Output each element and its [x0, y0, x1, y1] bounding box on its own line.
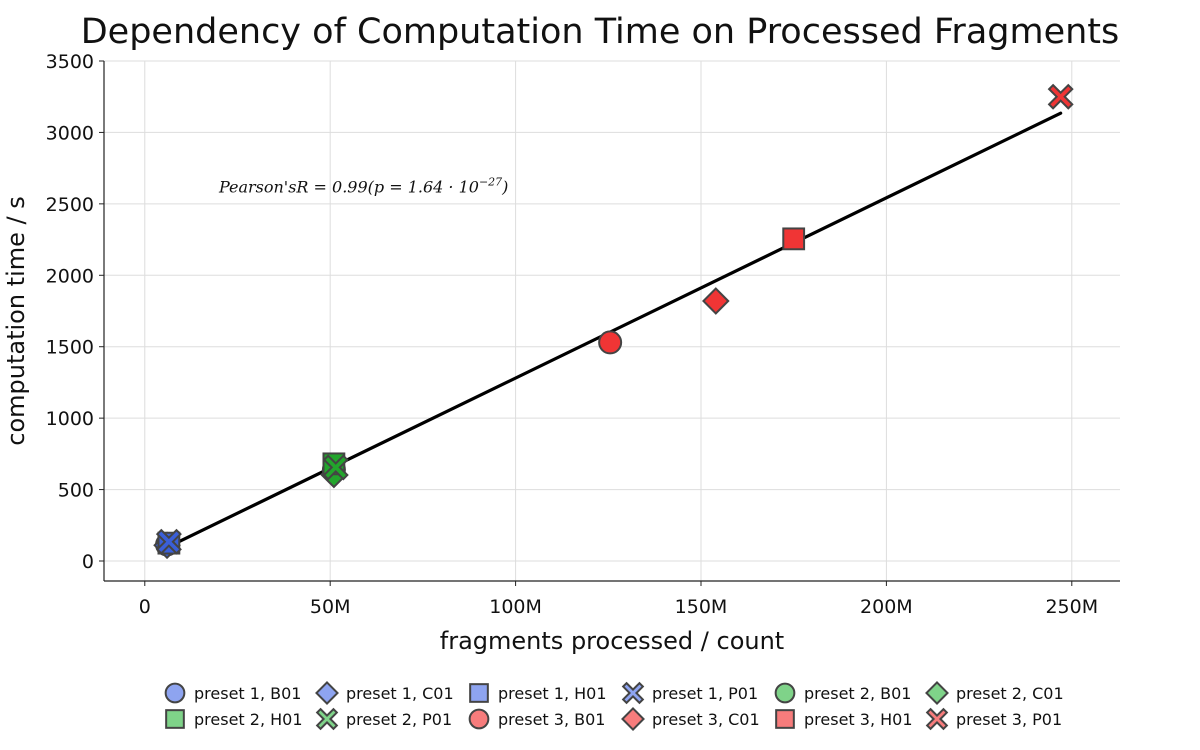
data-points: [153, 83, 1074, 560]
legend-item: preset 3, H01: [775, 709, 913, 729]
legend-label: preset 3, H01: [804, 710, 913, 729]
y-tick-label: 1500: [46, 337, 94, 359]
x-tick-label: 100M: [489, 596, 542, 618]
data-point-x: [1047, 83, 1074, 110]
legend-item: preset 2, B01: [774, 682, 911, 704]
y-tick-label: 500: [58, 480, 94, 502]
legend-item: preset 2, C01: [925, 681, 1064, 705]
data-point-x: [322, 454, 349, 481]
legend-marker-x: [925, 707, 949, 731]
annotation-suffix: ): [501, 177, 508, 196]
legend-marker-square: [165, 709, 185, 729]
y-tick-label: 0: [82, 551, 94, 573]
x-ticks: 0 50M 100M 150M 200M 250M: [139, 581, 1098, 618]
legend-label: preset 3, P01: [956, 710, 1062, 729]
y-ticks: 0 500 1000 1500 2000 2500 3000 3500: [46, 51, 104, 573]
fit-line-group: [165, 111, 1063, 550]
legend-marker-circle: [468, 708, 490, 730]
grid: [104, 60, 1120, 581]
regression-line: [165, 111, 1063, 550]
legend-marker-diamond: [925, 681, 949, 705]
legend-item: preset 3, C01: [621, 707, 760, 731]
legend-item: preset 1, C01: [315, 681, 454, 705]
legend-marker-diamond: [315, 681, 339, 705]
y-axis-label: computation time / s: [2, 196, 30, 446]
y-tick-label: 1000: [46, 408, 94, 430]
legend-item: preset 2, H01: [165, 709, 303, 729]
legend-label: preset 2, H01: [194, 710, 303, 729]
x-tick-label: 200M: [860, 596, 913, 618]
legend-marker-circle: [164, 682, 186, 704]
legend-label: preset 1, P01: [652, 684, 758, 703]
x-tick-label: 0: [139, 596, 151, 618]
x-tick-label: 250M: [1045, 596, 1098, 618]
data-point-x: [155, 528, 182, 555]
legend-label: preset 1, H01: [498, 684, 607, 703]
x-axis-label: fragments processed / count: [440, 627, 784, 655]
legend-item: preset 1, H01: [469, 683, 607, 703]
legend-marker-x: [315, 707, 339, 731]
x-tick-label: 50M: [310, 596, 351, 618]
legend-item: preset 2, P01: [315, 707, 452, 731]
legend-item: preset 1, B01: [164, 682, 301, 704]
legend-marker-x: [621, 681, 645, 705]
legend-label: preset 2, C01: [956, 684, 1064, 703]
chart-title: Dependency of Computation Time on Proces…: [81, 12, 1120, 52]
legend-label: preset 1, B01: [194, 684, 301, 703]
data-point-square: [782, 227, 806, 251]
legend-item: preset 3, P01: [925, 707, 1062, 731]
legend-marker-square: [775, 709, 795, 729]
annotation-exponent: −27: [479, 175, 502, 188]
data-point-diamond: [702, 287, 730, 315]
data-point-circle: [598, 330, 623, 355]
y-tick-label: 2500: [46, 194, 94, 216]
legend-marker-diamond: [621, 707, 645, 731]
legend-marker-square: [469, 683, 489, 703]
legend-item: preset 1, P01: [621, 681, 758, 705]
legend-label: preset 3, C01: [652, 710, 760, 729]
legend-marker-circle: [774, 682, 796, 704]
correlation-annotation: Pearson'sR = 0.99(p = 1.64 · 10−27): [218, 175, 508, 196]
legend: preset 1, B01 preset 1, C01 preset 1, H01 p…: [164, 681, 1064, 731]
y-tick-label: 3000: [46, 122, 94, 144]
y-tick-label: 3500: [46, 51, 94, 73]
axes: [103, 61, 1120, 582]
legend-label: preset 1, C01: [346, 684, 454, 703]
annotation-prefix: Pearson'sR = 0.99(p = 1.64 · 10: [218, 177, 479, 196]
legend-label: preset 2, B01: [804, 684, 911, 703]
y-tick-label: 2000: [46, 265, 94, 287]
legend-label: preset 2, P01: [346, 710, 452, 729]
legend-item: preset 3, B01: [468, 708, 605, 730]
legend-label: preset 3, B01: [498, 710, 605, 729]
x-tick-label: 150M: [675, 596, 728, 618]
